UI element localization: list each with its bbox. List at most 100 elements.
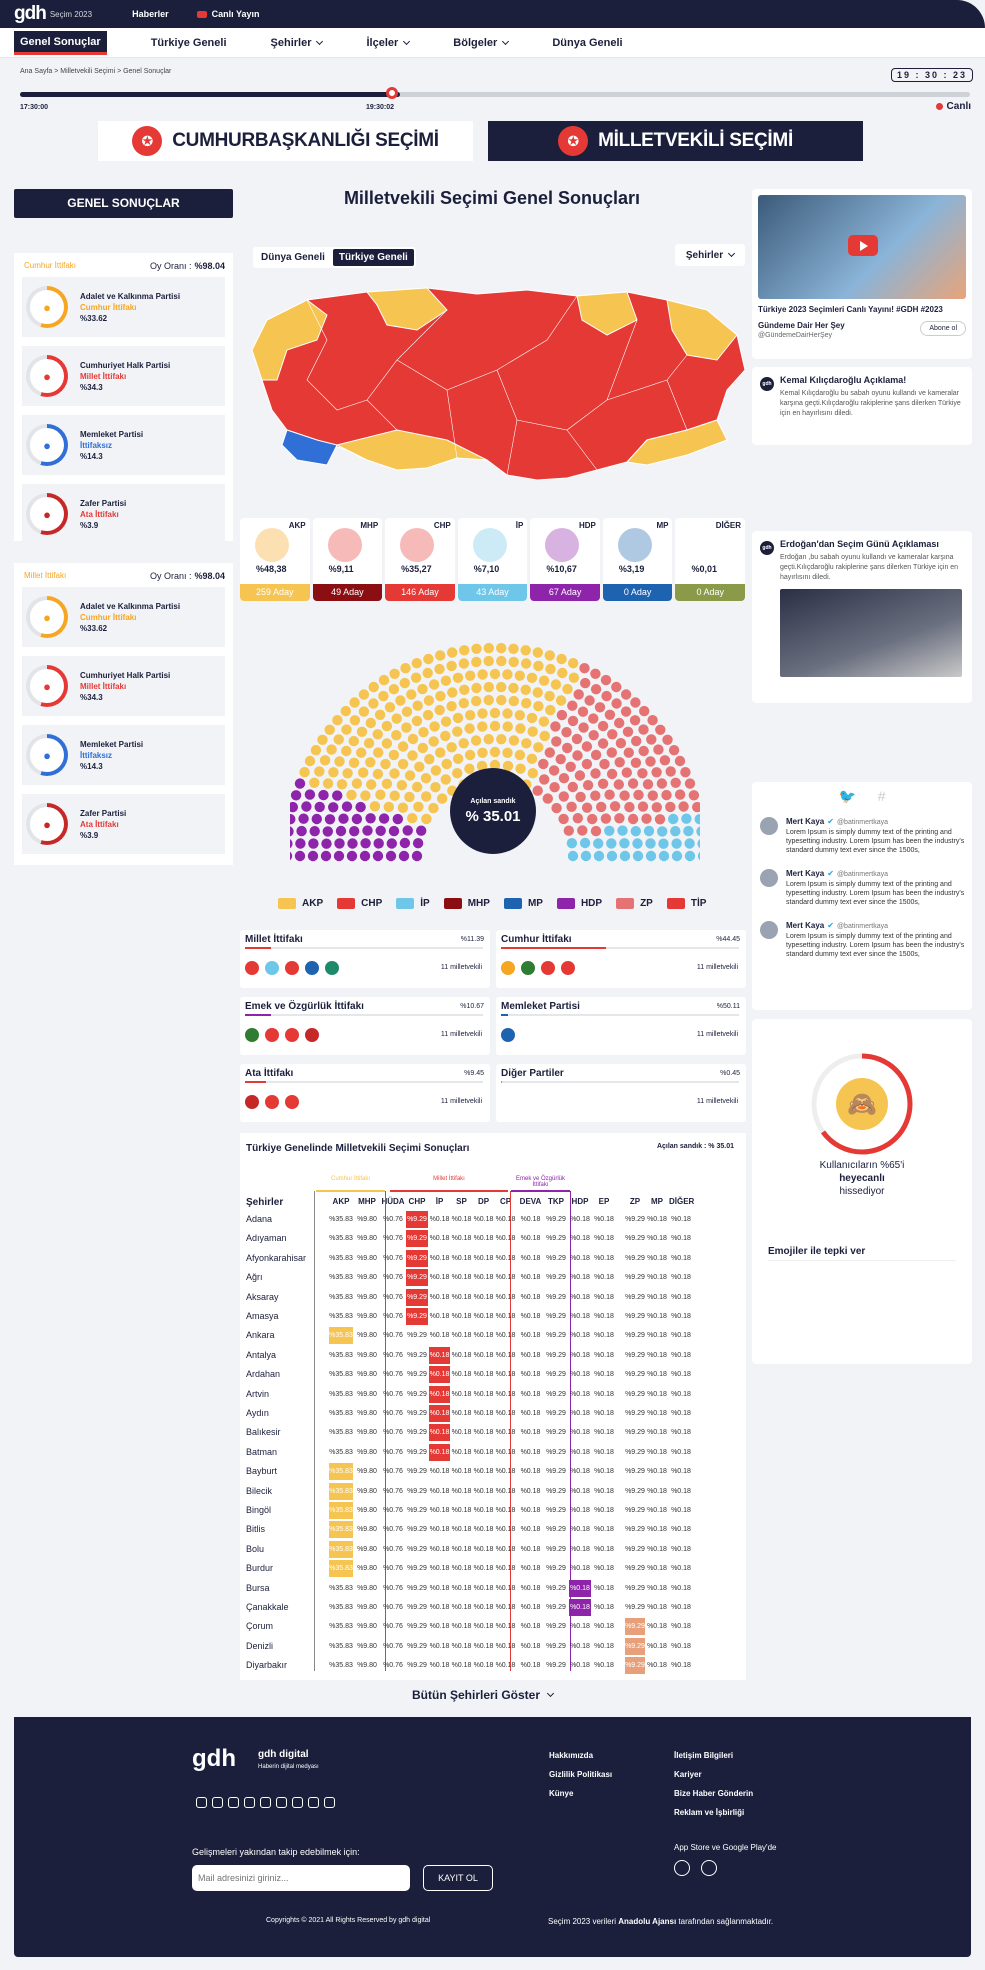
party-card[interactable]: CHP %35,27 146 Aday (385, 518, 455, 601)
spotify-icon[interactable] (276, 1797, 287, 1808)
party-card[interactable]: MHP %9,11 49 Aday (312, 518, 383, 601)
footer-link-gizlilik[interactable]: Gizlilik Politikası (549, 1770, 613, 1779)
instagram-icon[interactable] (196, 1797, 207, 1808)
map-region-sw[interactable] (281, 429, 338, 466)
alliance-card[interactable]: Memleket Partisi %50.11 11 milletvekili (496, 997, 746, 1055)
linkedin-icon[interactable] (212, 1797, 223, 1808)
footer-link-iletisim[interactable]: İletişim Bilgileri (674, 1751, 734, 1760)
legend-item[interactable]: TİP (666, 898, 706, 909)
party-logo-icon[interactable] (285, 1028, 299, 1042)
subscribe-button[interactable]: Abone ol (920, 321, 966, 336)
table-row-city[interactable]: Bitlis (246, 1524, 266, 1535)
party-card[interactable]: HDP %10,67 67 Aday (530, 518, 600, 601)
party-logo-icon[interactable] (245, 1095, 259, 1109)
party-row[interactable]: ● Memleket Partisi İttifaksız %14.3 (22, 415, 225, 475)
turkey-map[interactable] (247, 280, 747, 500)
footer-logo[interactable]: gdh (192, 1745, 236, 1772)
emoji-cta[interactable]: Emojiler ile tepki ver (768, 1246, 866, 1257)
party-row[interactable]: ● Cumhuriyet Halk Partisi Millet İttifakı%… (22, 656, 225, 716)
table-header[interactable]: MHP (358, 1197, 376, 1206)
footer-link-kariyer[interactable]: Kariyer (674, 1770, 702, 1779)
party-row[interactable]: ● Memleket Partisi İttifaksız %14.3 (22, 725, 225, 785)
sehirler-dropdown[interactable]: Şehirler (675, 244, 745, 266)
nav-ilceler[interactable]: İlçeler (366, 37, 411, 49)
tweet[interactable]: Mert Kaya ✔ @batinmertkaya Lorem Ipsum is s… (752, 817, 972, 855)
footer-link-haber[interactable]: Bize Haber Gönderin (674, 1789, 754, 1798)
party-logo-icon[interactable] (305, 1028, 319, 1042)
video-title[interactable]: Türkiye 2023 Seçimleri Canlı Yayını! #GD… (758, 305, 943, 314)
news-item[interactable]: gdh Kemal Kılıçdaroğlu Açıklama! Kemal Kıl… (752, 367, 972, 445)
breadcrumb[interactable]: Ana Sayfa > Milletvekili Seçimi > Genel … (20, 68, 172, 75)
table-row-city[interactable]: Aydın (246, 1408, 269, 1418)
table-row-city[interactable]: Burdur (246, 1563, 274, 1574)
table-row-city[interactable]: Ardahan (246, 1369, 281, 1380)
table-row-city[interactable]: Bingöl (246, 1505, 272, 1515)
map-region-east[interactable] (666, 299, 738, 361)
table-header[interactable]: DEVA (519, 1197, 542, 1206)
party-row[interactable]: ● Zafer Partisi Ata İttifakı %3.9 (22, 794, 225, 854)
map-region-south[interactable] (335, 429, 488, 471)
tab-genel-sonuclar[interactable]: Genel Sonuçlar (14, 30, 107, 55)
source-agency[interactable]: Anadolu Ajansı (618, 1917, 677, 1926)
app-store-icon[interactable] (674, 1860, 690, 1876)
footer-link-hakkimizda[interactable]: Hakkımızda (549, 1751, 594, 1760)
alliance-card[interactable]: Millet İttifakı %11.39 11 milletvekili (240, 930, 490, 988)
tab-cumhurbaskanligi[interactable]: ✪ CUMHURBAŞKANLIĞI SEÇİMİ (98, 121, 473, 161)
table-row-city[interactable]: Artvin (246, 1388, 270, 1399)
party-card[interactable]: AKP %48,38 259 Aday (240, 518, 310, 601)
party-card[interactable]: MP %3,19 0 Aday (602, 518, 673, 601)
video-icon[interactable] (324, 1797, 335, 1808)
party-logo-icon[interactable] (245, 1028, 259, 1042)
table-row-city[interactable]: Afyonkarahisar (246, 1252, 307, 1263)
party-row[interactable]: ● Adalet ve Kalkınma Partisi Cumhur İttifa… (22, 277, 225, 337)
party-logo-icon[interactable] (325, 961, 339, 975)
table-row-city[interactable]: Antalya (246, 1349, 277, 1360)
table-row-city[interactable]: Bursa (246, 1582, 270, 1593)
party-row[interactable]: ● Zafer Partisi Ata İttifakı %3.9 (22, 484, 225, 544)
subscribe-submit-button[interactable]: KAYIT OL (423, 1865, 493, 1891)
news-item[interactable]: gdh Erdoğan'dan Seçim Günü Açıklaması Erdo… (752, 531, 972, 703)
timeline-track[interactable] (20, 92, 970, 97)
table-row-city[interactable]: Bayburt (246, 1466, 278, 1477)
twitter-icon[interactable] (228, 1797, 239, 1808)
table-header[interactable]: HÜDA (381, 1197, 405, 1206)
table-row-city[interactable]: Balıkesir (246, 1427, 281, 1438)
live-badge[interactable]: Canlı (935, 101, 971, 112)
alliance-name[interactable]: Cumhur İttifakı (24, 261, 77, 270)
tweet[interactable]: Mert Kaya ✔ @batinmertkaya Lorem Ipsum is s… (752, 869, 972, 907)
table-header[interactable]: CP (499, 1197, 512, 1206)
legend-item[interactable]: AKP (278, 898, 323, 909)
table-header[interactable]: HDP (571, 1197, 589, 1206)
legend-item[interactable]: CHP (337, 898, 382, 909)
tab-milletvekili[interactable]: ✪ MİLLETVEKİLİ SEÇİMİ (488, 121, 863, 161)
nav-bolgeler[interactable]: Bölgeler (453, 37, 510, 49)
table-row-city[interactable]: Adıyaman (246, 1233, 287, 1244)
table-header[interactable]: EP (598, 1197, 610, 1206)
news-image[interactable] (780, 589, 962, 677)
party-logo-icon[interactable] (265, 961, 279, 975)
map-region-ne[interactable] (576, 291, 638, 336)
table-header[interactable]: DP (477, 1197, 490, 1206)
footer-link-kunye[interactable]: Künye (549, 1789, 574, 1798)
nav-turkiye-geneli[interactable]: Türkiye Geneli (151, 37, 227, 49)
legend-item[interactable]: HDP (556, 898, 602, 909)
tweet[interactable]: Mert Kaya ✔ @batinmertkaya Lorem Ipsum is s… (752, 921, 972, 959)
table-row-city[interactable]: Amasya (246, 1311, 279, 1321)
party-logo-icon[interactable] (265, 1028, 279, 1042)
table-row-city[interactable]: Çorum (246, 1621, 274, 1632)
party-logo-icon[interactable] (501, 1028, 515, 1042)
gdh-logo[interactable]: gdh (14, 3, 47, 24)
alliance-card[interactable]: Diğer Partiler %0.45 11 milletvekili (496, 1064, 746, 1122)
table-header[interactable]: SP (456, 1197, 467, 1206)
nav-dunya-geneli[interactable]: Dünya Geneli (552, 37, 622, 49)
map-region-west[interactable] (251, 299, 328, 381)
table-header[interactable]: DİĞER (669, 1197, 695, 1206)
table-row-city[interactable]: Ankara (246, 1330, 275, 1341)
table-row-city[interactable]: Ağrı (246, 1272, 263, 1283)
legend-item[interactable]: ZP (616, 898, 653, 909)
channel-name[interactable]: Gündeme Dair Her Şey (758, 321, 845, 330)
show-all-cities-button[interactable]: Bütün Şehirleri Göster (412, 1688, 555, 1702)
party-logo-icon[interactable] (561, 961, 575, 975)
table-header[interactable]: MP (651, 1197, 663, 1206)
party-logo-icon[interactable] (305, 961, 319, 975)
